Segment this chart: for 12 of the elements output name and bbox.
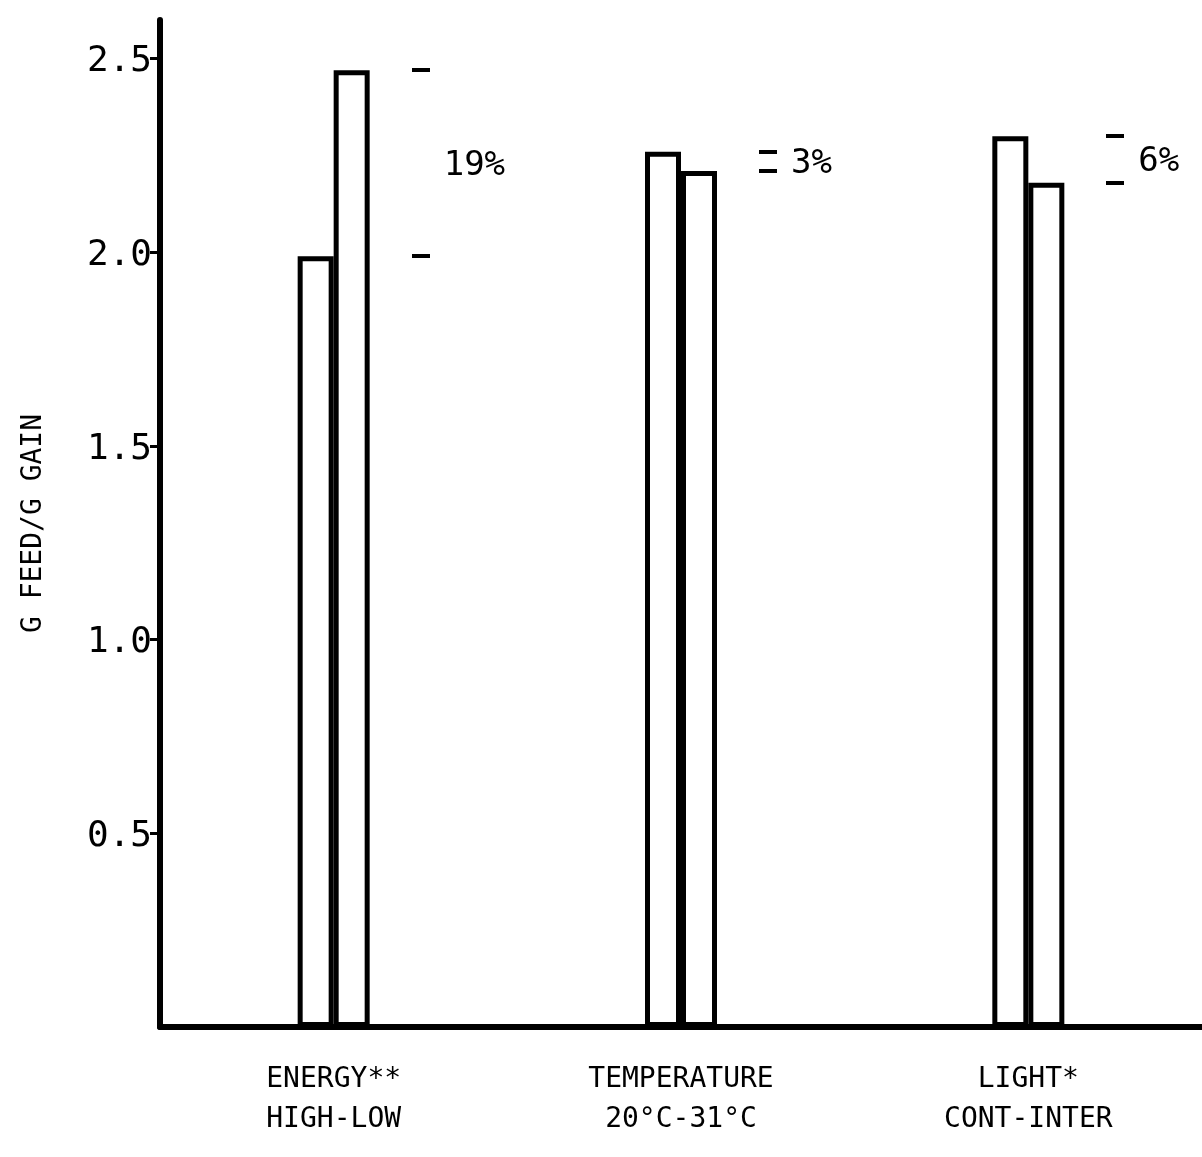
x-tick-label: TEMPERATURE 20°C-31°C [588,1060,774,1134]
annotation: 3% [791,141,832,182]
y-tick-label: 2.5 [86,38,152,80]
x-tick-label: LIGHT* CONT-INTER [944,1060,1113,1134]
y-tick-label: 1.5 [86,425,152,467]
x-tick-label: ENERGY** HIGH-LOW [266,1060,402,1134]
annotation: 19% [443,143,506,184]
y-tick-label: 2.0 [86,231,152,273]
y-tick-label: 0.5 [86,812,152,854]
y-axis-title: G FEED/G GAIN [14,413,48,634]
annotation: 6% [1138,139,1180,180]
y-tick-label: 1.0 [86,619,152,661]
